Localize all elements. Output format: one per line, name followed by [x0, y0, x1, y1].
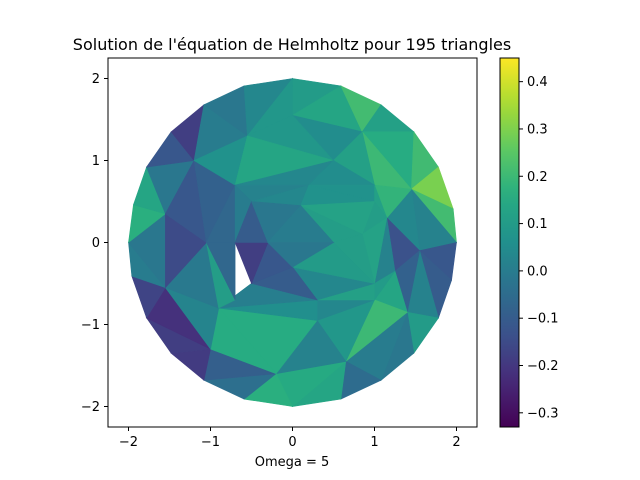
x-tick-label: −2 [119, 435, 138, 450]
chart-title: Solution de l'équation de Helmholtz pour… [73, 35, 511, 54]
colorbar-tick-label: −0.3 [527, 406, 559, 421]
x-tick-label: −1 [201, 435, 220, 450]
x-tick-label: 2 [452, 435, 460, 450]
y-tick-label: 2 [92, 72, 100, 87]
y-axis: −2 −1 0 1 2 [81, 72, 108, 415]
y-tick-label: 1 [92, 154, 100, 169]
colorbar-tick-label: 0.0 [527, 264, 548, 279]
colorbar-tick-label: 0.3 [527, 122, 548, 137]
colorbar-tick-label: 0.2 [527, 170, 548, 185]
colorbar-tick-label: −0.1 [527, 312, 559, 327]
y-tick-label: −1 [81, 318, 100, 333]
colorbar: −0.3 −0.2 −0.1 0.0 0.1 0.2 0.3 0.4 [499, 57, 559, 428]
colorbar-tick-label: 0.4 [527, 75, 548, 90]
colorbar-tick-label: −0.2 [527, 359, 559, 374]
mesh-triangle [170, 348, 211, 381]
x-axis-label: Omega = 5 [255, 455, 330, 470]
y-tick-label: −2 [81, 400, 100, 415]
x-tick-label: 1 [370, 435, 378, 450]
y-tick-label: 0 [92, 236, 100, 251]
colorbar-tick-label: 0.1 [527, 217, 548, 232]
x-tick-label: 0 [288, 435, 296, 450]
colorbar-gradient [499, 57, 520, 428]
mesh-triangle [267, 242, 335, 268]
plot-area [128, 77, 458, 407]
colorbar-ticks: −0.3 −0.2 −0.1 0.0 0.1 0.2 0.3 0.4 [519, 75, 559, 421]
x-axis: −2 −1 0 1 2 [119, 427, 461, 450]
triangle-mesh [128, 77, 458, 407]
